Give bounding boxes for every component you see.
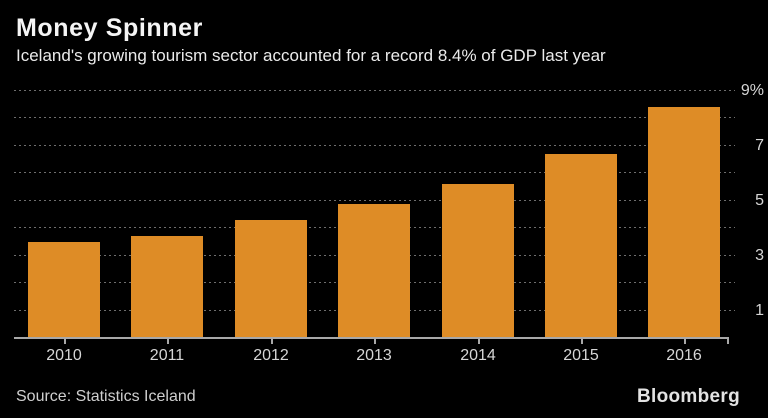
bar-2015	[545, 154, 617, 338]
x-axis-label-2016: 2016	[666, 347, 702, 364]
x-axis-tick-2016	[684, 338, 686, 344]
x-axis-tick-2010	[64, 338, 66, 344]
chart-title: Money Spinner	[16, 14, 203, 42]
gridline-5	[14, 199, 735, 202]
x-axis-label-2012: 2012	[253, 347, 289, 364]
y-axis-label-9: 9%	[740, 82, 764, 99]
bloomberg-logo: Bloomberg	[637, 386, 740, 407]
x-axis-tick-2012	[271, 338, 273, 344]
y-axis-label-1: 1	[755, 301, 764, 319]
x-axis-label-2013: 2013	[356, 347, 392, 364]
x-axis-label-2010: 2010	[46, 347, 82, 364]
x-axis-tick-2011	[167, 338, 169, 344]
x-axis-label-2015: 2015	[563, 347, 599, 364]
x-axis-label-2011: 2011	[149, 347, 185, 364]
x-axis-tick-2015	[581, 338, 583, 344]
x-axis-tick-2013	[374, 338, 376, 344]
gridline-9	[14, 90, 735, 92]
bar-2011	[131, 236, 203, 338]
bar-2016	[648, 107, 720, 338]
chart-subtitle: Iceland's growing tourism sector account…	[16, 46, 606, 65]
x-axis-label-2014: 2014	[460, 347, 496, 364]
bar-2013	[338, 204, 410, 338]
y-axis-label-3: 3	[755, 246, 764, 264]
source-note: Source: Statistics Iceland	[16, 388, 196, 405]
x-axis-line	[14, 337, 729, 339]
gridline-6	[14, 172, 735, 175]
gridline-8	[14, 117, 735, 120]
x-axis-tick-2014	[478, 338, 480, 344]
bar-2014	[442, 184, 514, 338]
bar-2010	[28, 242, 100, 338]
bar-2012	[235, 220, 307, 338]
gridline-7	[14, 144, 735, 147]
x-axis-end-tick	[727, 338, 729, 344]
y-axis-label-7: 7	[755, 136, 764, 154]
y-axis-label-5: 5	[755, 191, 764, 209]
